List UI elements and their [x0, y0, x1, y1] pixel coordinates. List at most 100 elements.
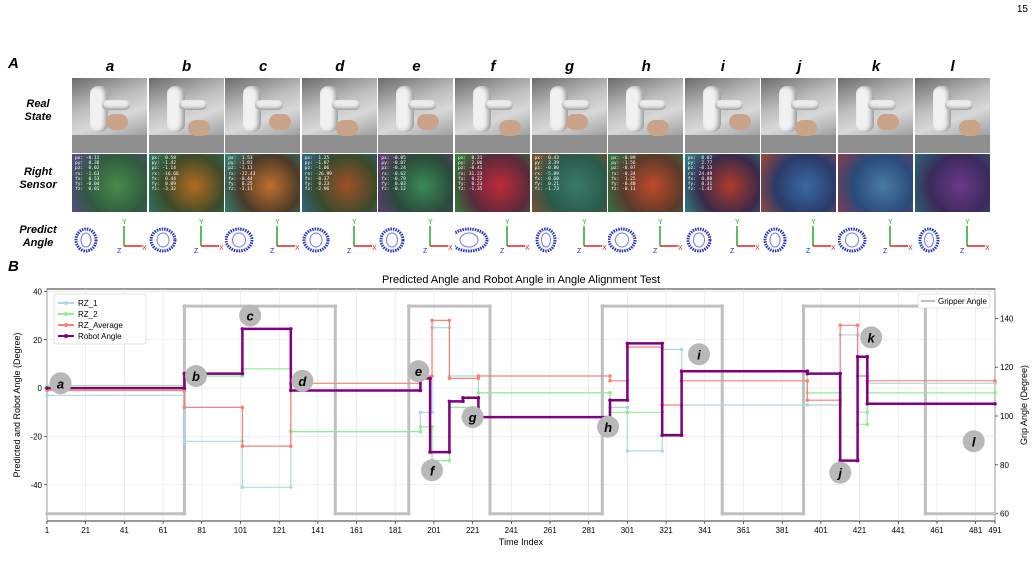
- right-sensor-image-d: px: 1.25 py: -1.07 pz: -1.06 rx: -26.99 …: [301, 154, 377, 212]
- column-label-l: l: [950, 58, 955, 75]
- series-robot-angle-point: [865, 401, 870, 406]
- x-tick-label: 81: [197, 526, 206, 535]
- series-gripper-angle-point: [406, 304, 411, 308]
- x-tick-label: 221: [466, 526, 480, 535]
- row-label-real-state: Real State: [24, 98, 52, 123]
- annotation-ring-k: [860, 326, 883, 349]
- sensor-readout: px: 0.21 py: 2.06 pz: -0.41 rx: 31.23 fx…: [458, 156, 483, 193]
- annotation-label-j: j: [836, 466, 842, 481]
- series-robot-angle-point: [855, 354, 860, 359]
- series-rz-average-point: [430, 374, 434, 378]
- svg-text:Y: Y: [965, 219, 970, 226]
- sensor-readout: px: 1.53 py: -1.81 pz: -1.11 rx: -22.43 …: [228, 156, 256, 193]
- series-gripper-angle-point: [488, 511, 492, 516]
- real-state-photo-e: [378, 78, 454, 153]
- predict-angle-c: Y X Z: [224, 216, 300, 258]
- series-rz-average: [47, 319, 995, 447]
- y-tick-label: 20: [33, 336, 42, 345]
- annotation-ring-f: [421, 459, 444, 482]
- x-tick-label: 301: [621, 526, 635, 535]
- real-state-photo-f: [455, 78, 530, 153]
- svg-text:X: X: [295, 245, 300, 252]
- svg-text:Z: Z: [730, 248, 735, 255]
- annotation-ring-i: [687, 343, 710, 366]
- real-state-photo-i: [684, 78, 760, 153]
- series-rz-average-point: [447, 376, 452, 381]
- right-sensor-image-j: [761, 154, 837, 212]
- x-tick-label: 1: [45, 526, 50, 535]
- series-rz-average-point: [805, 398, 810, 402]
- svg-text:Z: Z: [194, 248, 199, 255]
- right-sensor-image-h: px: -0.89 py: -1.56 pz: -0.97 rx: -0.34 …: [608, 154, 684, 212]
- series-rz-average-point: [430, 318, 434, 323]
- series-robot-angle-point: [447, 399, 452, 404]
- svg-text:Y: Y: [735, 219, 740, 226]
- x-tick-label: 161: [350, 526, 364, 535]
- real-state-photo-k: [838, 78, 913, 153]
- legend-left-box: [53, 293, 147, 345]
- predict-angle-l: Y X Z: [915, 216, 990, 258]
- series-robot-angle-point: [428, 450, 432, 454]
- right-sensor-image-c: px: 1.53 py: -1.81 pz: -1.11 rx: -22.43 …: [225, 154, 301, 212]
- series-rz-average-point: [993, 379, 997, 383]
- y-tick-label: -40: [30, 481, 42, 490]
- annotation-ring-j: [829, 461, 852, 484]
- annotation-ring-h: [597, 415, 620, 438]
- sensor-readout: px: -0.11 py: 0.38 pz: 0.02 rx: -1.63 fx…: [75, 156, 100, 193]
- series-rz-average-point: [182, 405, 187, 410]
- svg-text:Z: Z: [117, 248, 122, 255]
- svg-text:Y: Y: [199, 219, 204, 226]
- row-label-predict-angle: Predict Angle: [19, 224, 57, 249]
- sensor-readout: px: 1.25 py: -1.07 pz: -1.06 rx: -26.99 …: [304, 156, 332, 193]
- right-sensor-image-k: [838, 154, 913, 212]
- svg-text:Y: Y: [428, 219, 433, 226]
- annotation-ring-c: [239, 304, 262, 327]
- annotation-label-a: a: [57, 376, 64, 391]
- svg-text:X: X: [908, 245, 913, 252]
- legend-label: RZ_1: [78, 299, 98, 308]
- x-tick-label: 61: [159, 526, 168, 535]
- plot-area: [46, 288, 996, 522]
- series-gripper-angle-point: [333, 304, 338, 308]
- predict-angle-g: Y X Z: [532, 216, 607, 258]
- annotation-label-h: h: [604, 420, 612, 435]
- series-gripper-angle-point: [333, 511, 338, 516]
- predict-angle-j: Y X Z: [761, 216, 836, 258]
- y2-tick-label: 140: [1000, 314, 1014, 323]
- page-number: 15: [1016, 4, 1028, 15]
- column-label-i: i: [720, 58, 725, 75]
- series-robot-angle-point: [865, 354, 870, 359]
- series-robot-angle-point: [838, 371, 843, 376]
- predict-angle-k: Y X Z: [837, 216, 913, 258]
- real-state-photo-l: [914, 78, 990, 153]
- annotation-ring-g: [461, 406, 484, 429]
- series-robot-angle-point: [447, 450, 452, 454]
- svg-text:Z: Z: [960, 248, 965, 255]
- series-gripper-angle-point: [600, 511, 605, 516]
- series-robot-angle-point: [805, 371, 810, 376]
- series-robot-angle-point: [679, 369, 684, 373]
- column-label-j: j: [797, 58, 802, 75]
- right-sensor-image-b: px: 0.58 py: -1.42 pz: -1.14 rx: -16.66 …: [148, 154, 224, 212]
- series-rz-average-point: [838, 323, 843, 328]
- svg-text:Y: Y: [582, 219, 587, 226]
- real-state-photo-j: [761, 78, 837, 153]
- x-tick-label: 141: [311, 526, 325, 535]
- series-rz-average-point: [447, 318, 452, 323]
- legend-label: RZ_Average: [78, 321, 123, 330]
- real-state-photo-h: [608, 78, 684, 153]
- svg-text:X: X: [602, 245, 607, 252]
- predict-angle-a: Y X Z: [72, 216, 147, 258]
- column-label-e: e: [412, 58, 421, 75]
- x-tick-label: 261: [543, 526, 557, 535]
- legend-left: RZ_1 RZ_2 RZ_Average Robot Angle: [53, 293, 147, 345]
- svg-text:X: X: [525, 245, 530, 252]
- series-gripper-angle-point: [993, 511, 997, 516]
- right-sensor-image-l: [914, 154, 990, 212]
- legend-right: Gripper Angle: [917, 293, 991, 309]
- x-tick-label: 341: [698, 526, 712, 535]
- column-label-g: g: [565, 58, 575, 75]
- series-rz-2-point: [418, 429, 423, 434]
- series-robot-angle-point: [660, 433, 665, 438]
- svg-text:X: X: [831, 245, 836, 252]
